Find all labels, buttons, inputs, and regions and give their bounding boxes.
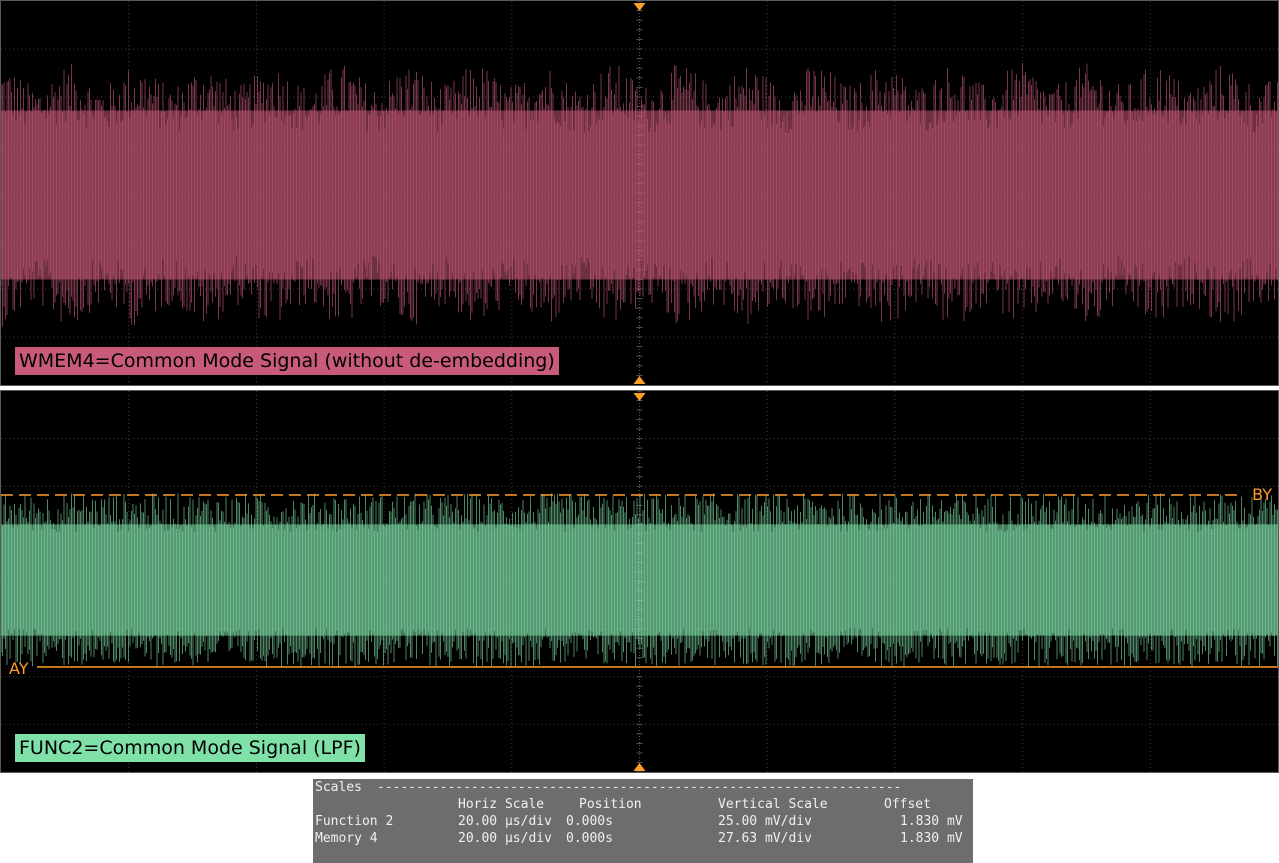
waveform-display-memory4[interactable] (1, 1, 1278, 385)
scales-info-panel: Scales ---------------------------------… (313, 779, 973, 863)
trigger-marker-bottom (633, 763, 646, 771)
row-horiz-scale: 20.00 µs/div (458, 831, 552, 846)
row-name: Function 2 (315, 814, 394, 829)
header-position: Position (579, 797, 642, 812)
row-position: 0.000s (566, 831, 613, 846)
trigger-marker-top (633, 3, 646, 11)
header-offset: Offset (884, 797, 931, 812)
waveform-panel-memory4[interactable]: WMEM4=Common Mode Signal (without de-emb… (0, 0, 1279, 386)
row-name: Memory 4 (315, 831, 378, 846)
row-position: 0.000s (566, 814, 613, 829)
row-vertical-scale: 25.00 mV/div (718, 814, 812, 829)
trigger-marker-top (633, 393, 646, 401)
header-vertical-scale: Vertical Scale (718, 797, 828, 812)
scales-title: Scales (315, 780, 362, 795)
trigger-marker-bottom (633, 376, 646, 384)
cursor-a-label: AY (9, 659, 29, 678)
cursor-b-label: BY (1252, 485, 1272, 504)
trace-label-function2: FUNC2=Common Mode Signal (LPF) (15, 734, 365, 762)
row-offset: 1.830 mV (900, 831, 963, 846)
waveform-display-function2[interactable] (1, 391, 1278, 772)
scales-title-row: Scales ---------------------------------… (313, 779, 973, 796)
trace-function2 (1, 493, 1278, 667)
row-horiz-scale: 20.00 µs/div (458, 814, 552, 829)
scales-divider: ----------------------------------------… (377, 780, 902, 795)
trace-label-memory4: WMEM4=Common Mode Signal (without de-emb… (15, 347, 559, 375)
scales-row-function2: Function 2 20.00 µs/div 0.000s 25.00 mV/… (313, 813, 973, 830)
waveform-panel-function2[interactable]: BY AY FUNC2=Common Mode Signal (LPF) (0, 390, 1279, 773)
trace-memory4 (1, 63, 1278, 327)
header-horiz-scale: Horiz Scale (458, 797, 545, 812)
scales-row-memory4: Memory 4 20.00 µs/div 0.000s 27.63 mV/di… (313, 830, 973, 847)
row-offset: 1.830 mV (900, 814, 963, 829)
row-vertical-scale: 27.63 mV/div (718, 831, 812, 846)
scales-header-row: Horiz Scale Position Vertical Scale Offs… (313, 796, 973, 813)
